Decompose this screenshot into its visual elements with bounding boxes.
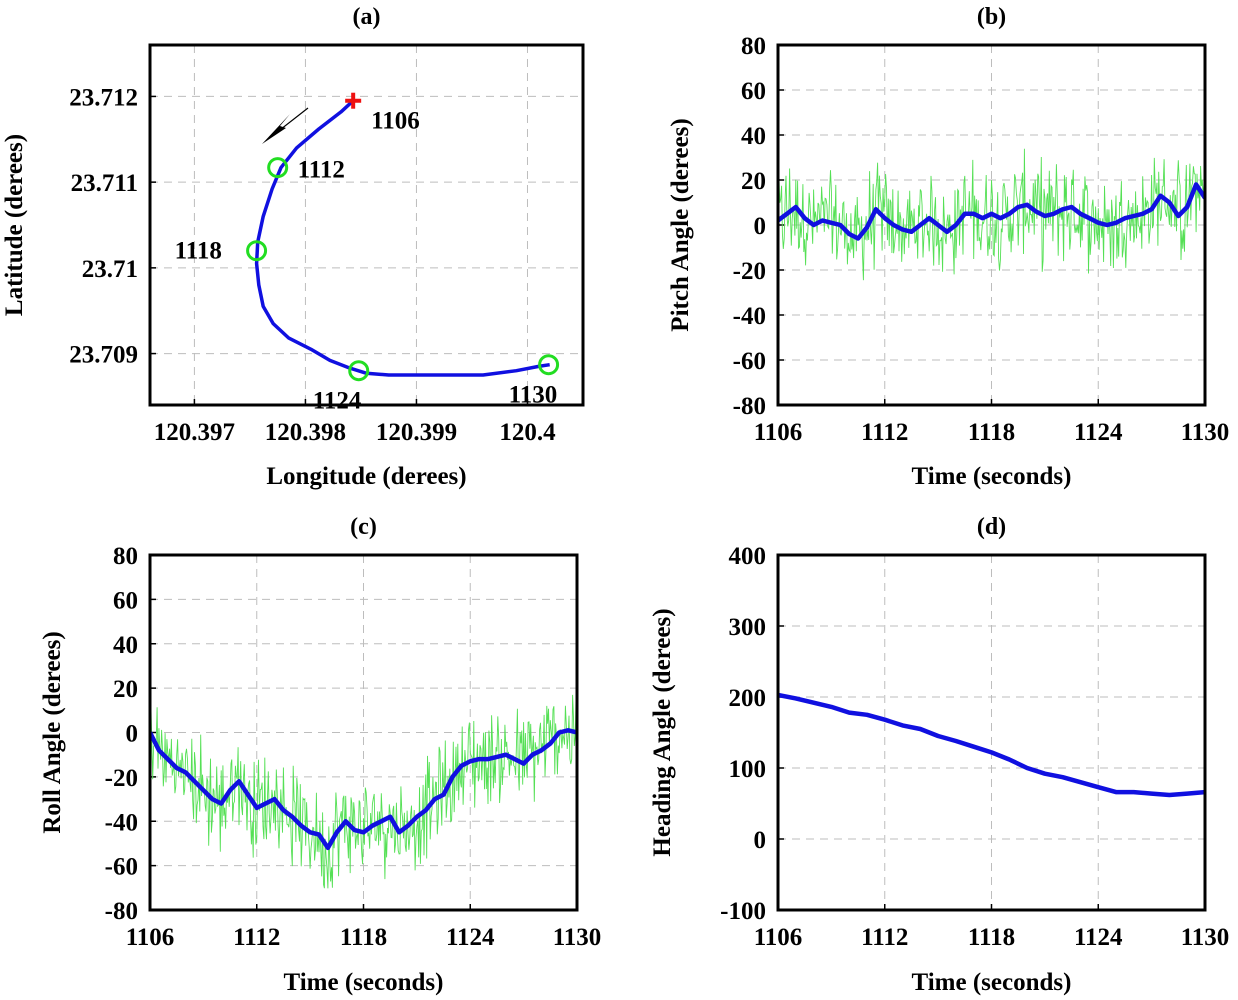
x-tick-label: 120.398 xyxy=(265,419,346,446)
y-tick-label: -80 xyxy=(733,393,766,420)
x-tick-label: 1106 xyxy=(754,419,803,446)
y-tick-label: -20 xyxy=(733,258,766,285)
plot-area xyxy=(778,692,1205,798)
y-tick-label: 20 xyxy=(113,676,138,703)
x-tick-label: 1130 xyxy=(553,924,602,951)
y-axis-label: Pitch Angle (derees) xyxy=(667,118,694,331)
plot-area xyxy=(778,148,1205,281)
plot-frame xyxy=(776,43,1207,407)
y-tick-label: 40 xyxy=(113,632,138,659)
waypoint-marker xyxy=(538,354,560,376)
x-axis-label: Longitude (derees) xyxy=(266,463,466,490)
x-tick-label: 1112 xyxy=(861,924,908,951)
y-tick-label: -20 xyxy=(105,765,138,792)
x-tick-label: 120.399 xyxy=(376,419,457,446)
y-tick-label: 0 xyxy=(754,827,767,854)
x-axis-label: Time (seconds) xyxy=(912,463,1072,490)
plot-frame xyxy=(776,553,1207,912)
y-tick-label: 80 xyxy=(741,33,766,60)
panel-b: (b) 1106 1112 1118 1124 1130 -80 -60 -40 -20 0 20 40… xyxy=(667,4,1229,490)
trajectory-line xyxy=(254,99,550,377)
y-tick-label: 60 xyxy=(113,587,138,614)
x-axis-label: Time (seconds) xyxy=(284,969,444,996)
y-tick-label: -100 xyxy=(720,898,766,925)
plot-frame xyxy=(148,553,579,912)
y-tick-label: 400 xyxy=(729,543,767,570)
panel-d: (d) 1106 1112 1118 1124 1130 -100 0 100 200 300 400… xyxy=(649,514,1229,996)
y-tick-label: 40 xyxy=(741,123,766,150)
y-axis-label: Roll Angle (derees) xyxy=(39,631,66,833)
x-tick-label: 120.4 xyxy=(499,419,556,446)
x-tick-label: 1112 xyxy=(861,419,908,446)
y-tick-label: 23.71 xyxy=(82,256,138,283)
y-tick-label: -80 xyxy=(105,898,138,925)
x-tick-label: 1130 xyxy=(1181,419,1230,446)
x-tick-label: 1118 xyxy=(968,924,1015,951)
y-axis-label: Latitude (derees) xyxy=(1,134,28,316)
waypoint-marker xyxy=(267,157,289,179)
waypoint-label: 1106 xyxy=(371,108,420,135)
x-tick-label: 1124 xyxy=(1074,924,1123,951)
y-tick-label: 20 xyxy=(741,168,766,195)
panel-c: (c) 1106 1112 1118 1124 1130 -80 -60 -40 -20 0 20 40… xyxy=(39,514,601,996)
waypoint-marker xyxy=(348,360,370,382)
y-tick-label: 100 xyxy=(729,756,767,783)
y-tick-label: -40 xyxy=(105,809,138,836)
x-tick-label: 1112 xyxy=(233,924,280,951)
panel-title: (c) xyxy=(350,514,377,540)
y-tick-label: 60 xyxy=(741,78,766,105)
x-tick-label: 1118 xyxy=(968,419,1015,446)
x-tick-label: 1124 xyxy=(1074,419,1123,446)
x-tick-label: 1106 xyxy=(754,924,803,951)
y-axis-label: Heading Angle (derees) xyxy=(649,608,676,856)
y-tick-label: 300 xyxy=(729,614,767,641)
y-tick-label: 80 xyxy=(113,543,138,570)
direction-arrow-head xyxy=(262,114,290,144)
waypoint-label: 1112 xyxy=(298,157,345,184)
y-tick-label: -60 xyxy=(105,854,138,881)
x-tick-label: 120.397 xyxy=(154,419,235,446)
heading-line xyxy=(778,692,1205,798)
y-tick-label: 0 xyxy=(754,213,767,240)
x-tick-label: 1124 xyxy=(446,924,495,951)
x-tick-label: 1130 xyxy=(1181,924,1230,951)
x-tick-label: 1106 xyxy=(126,924,175,951)
panel-a: (a) 120.397 120.398 120.399 120.4 23.709 23.71… xyxy=(1,4,585,490)
filtered-line xyxy=(150,728,577,851)
y-tick-label: 200 xyxy=(729,685,767,712)
x-axis-label: Time (seconds) xyxy=(912,969,1072,996)
waypoint-marker xyxy=(246,240,268,262)
panel-title: (a) xyxy=(353,4,381,30)
y-tick-label: -40 xyxy=(733,303,766,330)
x-tick-label: 1118 xyxy=(340,924,387,951)
waypoint-label: 1118 xyxy=(175,238,222,265)
panel-title: (b) xyxy=(977,4,1006,30)
panel-title: (d) xyxy=(977,514,1006,540)
y-tick-label: 0 xyxy=(126,721,139,748)
plot-area xyxy=(150,694,577,889)
waypoint-label: 1124 xyxy=(313,388,362,415)
raw-signal-line xyxy=(150,694,577,889)
raw-signal-line xyxy=(778,148,1205,281)
plot-frame xyxy=(148,43,585,407)
y-tick-label: 23.712 xyxy=(69,84,138,111)
y-tick-label: 23.709 xyxy=(69,342,138,369)
plot-area xyxy=(254,99,550,377)
filtered-line xyxy=(778,182,1205,241)
y-tick-label: -60 xyxy=(733,348,766,375)
y-tick-label: 23.711 xyxy=(71,170,138,197)
